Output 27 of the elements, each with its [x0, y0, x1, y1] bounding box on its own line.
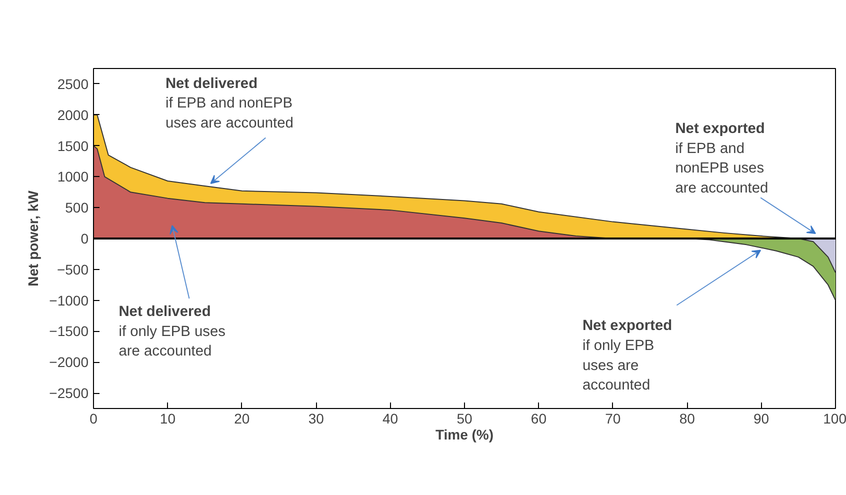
x-tick-label: 70 [605, 410, 621, 426]
x-tick-label: 60 [530, 410, 547, 426]
y-tick-label: −1500 [49, 323, 89, 340]
y-tick-label: 500 [65, 200, 89, 216]
y-tick-label: −2000 [49, 354, 89, 370]
x-tick-label: 40 [382, 410, 398, 426]
y-tick-label: 2000 [57, 106, 89, 123]
y-tick-label: 2500 [57, 76, 89, 92]
x-tick-label: 20 [234, 410, 250, 426]
x-tick-label: 30 [308, 410, 324, 426]
y-tick-label: −500 [56, 261, 89, 278]
x-tick-label: 50 [456, 410, 472, 426]
x-tick-label: 10 [160, 410, 176, 426]
annotation: Net delivered if only EPB uses are accounted [118, 304, 226, 360]
x-tick-label: 80 [679, 410, 696, 426]
y-tick-label: 1000 [57, 168, 89, 185]
annotation: Net exported if EPB and nonEPB uses are accounted [675, 121, 768, 196]
y-axis-title: Net power, kW [25, 190, 42, 286]
y-tick-label: −1000 [49, 292, 89, 308]
x-axis-title: Time (%) [435, 426, 494, 442]
x-tick-label: 100 [823, 410, 846, 426]
y-tick-label: −2500 [49, 385, 89, 402]
y-tick-label: 0 [80, 230, 89, 246]
x-tick-label: 90 [754, 410, 770, 426]
annotation: Net delivered if EPB and nonEPB uses are accounted [165, 76, 294, 132]
annotation: Net exported if only EPB uses are accounted [582, 318, 672, 394]
y-tick-label: 1500 [57, 138, 89, 154]
